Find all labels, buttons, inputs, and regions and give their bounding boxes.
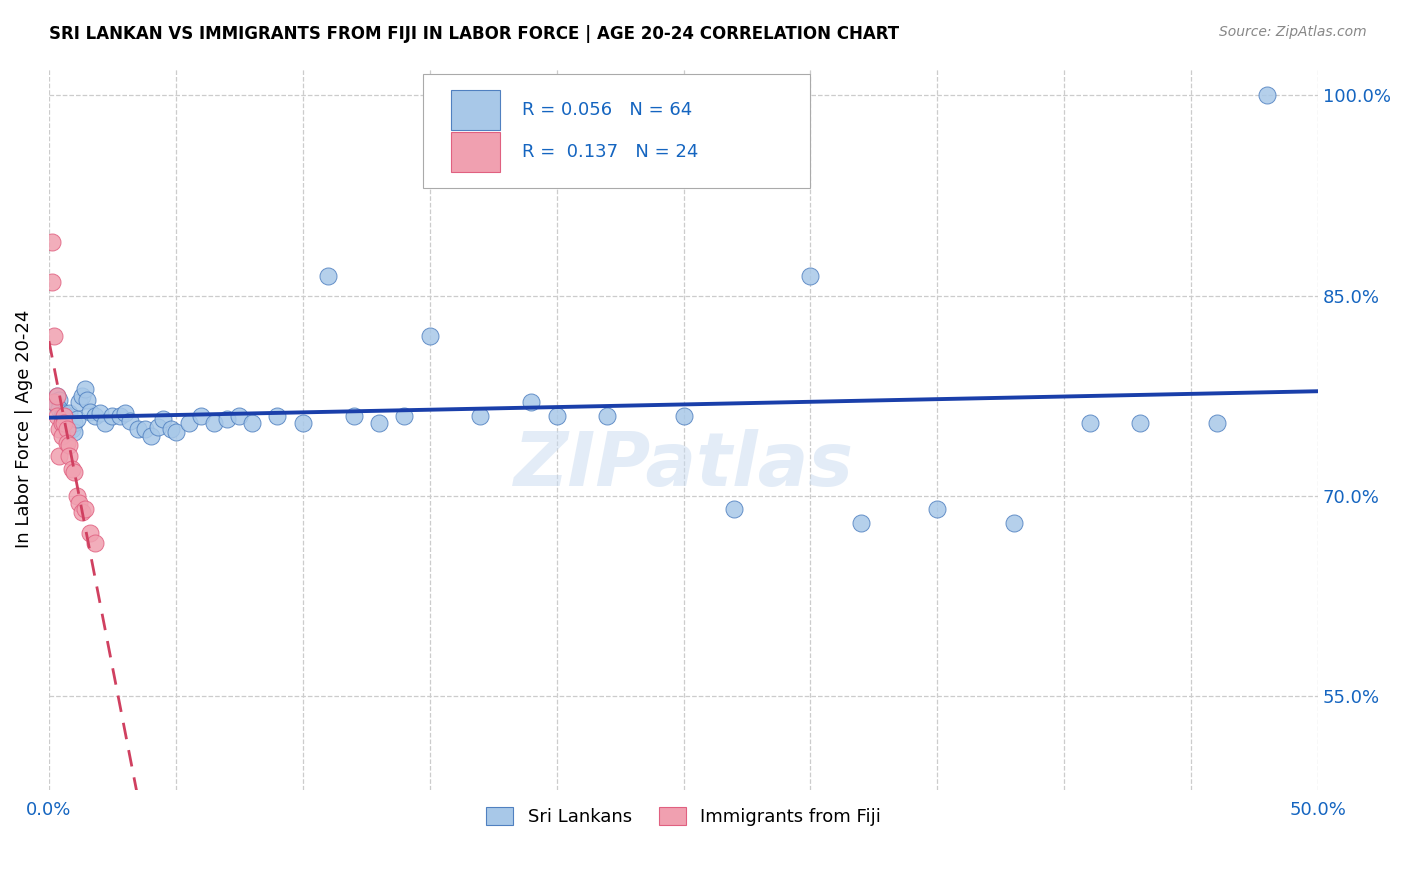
Y-axis label: In Labor Force | Age 20-24: In Labor Force | Age 20-24: [15, 310, 32, 549]
Point: [394, 409, 416, 423]
Point: [51, 409, 73, 423]
Point: [165, 425, 187, 439]
Text: Source: ZipAtlas.com: Source: ZipAtlas.com: [1219, 25, 1367, 39]
Point: [73, 502, 96, 516]
Point: [79, 526, 101, 541]
Point: [73, 382, 96, 396]
Point: [55, 422, 77, 436]
Point: [120, 414, 142, 428]
Point: [215, 411, 238, 425]
Point: [53, 406, 76, 420]
Point: [48, 449, 70, 463]
Text: R =  0.137   N = 24: R = 0.137 N = 24: [523, 143, 699, 161]
Point: [470, 409, 492, 423]
Point: [41, 275, 63, 289]
Point: [51, 416, 73, 430]
Point: [1078, 416, 1101, 430]
Point: [45, 389, 67, 403]
Point: [1129, 416, 1152, 430]
Point: [45, 398, 67, 412]
Point: [58, 438, 80, 452]
Point: [89, 406, 111, 420]
Point: [266, 409, 288, 423]
Point: [55, 414, 77, 428]
Point: [48, 422, 70, 436]
Point: [368, 416, 391, 430]
Point: [58, 422, 80, 436]
Point: [51, 429, 73, 443]
Point: [520, 395, 543, 409]
Point: [76, 392, 98, 407]
Point: [70, 389, 93, 403]
Point: [851, 516, 873, 530]
Point: [927, 502, 949, 516]
Point: [108, 409, 131, 423]
Point: [63, 416, 86, 430]
Legend: Sri Lankans, Immigrants from Fiji: Sri Lankans, Immigrants from Fiji: [477, 797, 890, 835]
Point: [291, 416, 314, 430]
Point: [42, 328, 65, 343]
Point: [42, 395, 65, 409]
Point: [53, 411, 76, 425]
Point: [63, 465, 86, 479]
Point: [79, 405, 101, 419]
Point: [546, 409, 568, 423]
Point: [1002, 516, 1025, 530]
Point: [159, 422, 181, 436]
Point: [94, 416, 117, 430]
Point: [114, 406, 136, 420]
Point: [58, 449, 80, 463]
Point: [83, 409, 105, 423]
Point: [596, 409, 619, 423]
Point: [58, 406, 80, 420]
Point: [139, 429, 162, 443]
Point: [66, 411, 89, 425]
Point: [799, 268, 821, 283]
Point: [1205, 416, 1227, 430]
Point: [45, 389, 67, 403]
FancyBboxPatch shape: [423, 73, 810, 187]
Point: [152, 411, 174, 425]
FancyBboxPatch shape: [451, 90, 499, 130]
Point: [316, 268, 339, 283]
Point: [190, 409, 212, 423]
Point: [240, 416, 263, 430]
Point: [202, 416, 225, 430]
Point: [67, 496, 90, 510]
Point: [45, 409, 67, 423]
Point: [53, 409, 76, 423]
Point: [134, 422, 156, 436]
Text: R = 0.056   N = 64: R = 0.056 N = 64: [523, 101, 693, 119]
Point: [41, 235, 63, 250]
Point: [60, 462, 83, 476]
Point: [63, 425, 86, 439]
Text: ZIPatlas: ZIPatlas: [513, 429, 853, 502]
Point: [672, 409, 695, 423]
Point: [127, 422, 149, 436]
Point: [419, 328, 441, 343]
Point: [60, 422, 83, 436]
Point: [48, 392, 70, 407]
Point: [101, 409, 124, 423]
Point: [55, 435, 77, 450]
Point: [53, 416, 76, 430]
Point: [51, 416, 73, 430]
FancyBboxPatch shape: [451, 132, 499, 171]
Point: [48, 402, 70, 417]
Point: [70, 505, 93, 519]
Point: [42, 395, 65, 409]
Point: [177, 416, 200, 430]
Point: [146, 419, 169, 434]
Point: [67, 395, 90, 409]
Point: [228, 409, 250, 423]
Point: [342, 409, 364, 423]
Point: [55, 409, 77, 423]
Point: [83, 535, 105, 549]
Point: [60, 416, 83, 430]
Text: SRI LANKAN VS IMMIGRANTS FROM FIJI IN LABOR FORCE | AGE 20-24 CORRELATION CHART: SRI LANKAN VS IMMIGRANTS FROM FIJI IN LA…: [49, 25, 900, 43]
Point: [1256, 88, 1278, 103]
Point: [723, 502, 745, 516]
Point: [66, 489, 89, 503]
